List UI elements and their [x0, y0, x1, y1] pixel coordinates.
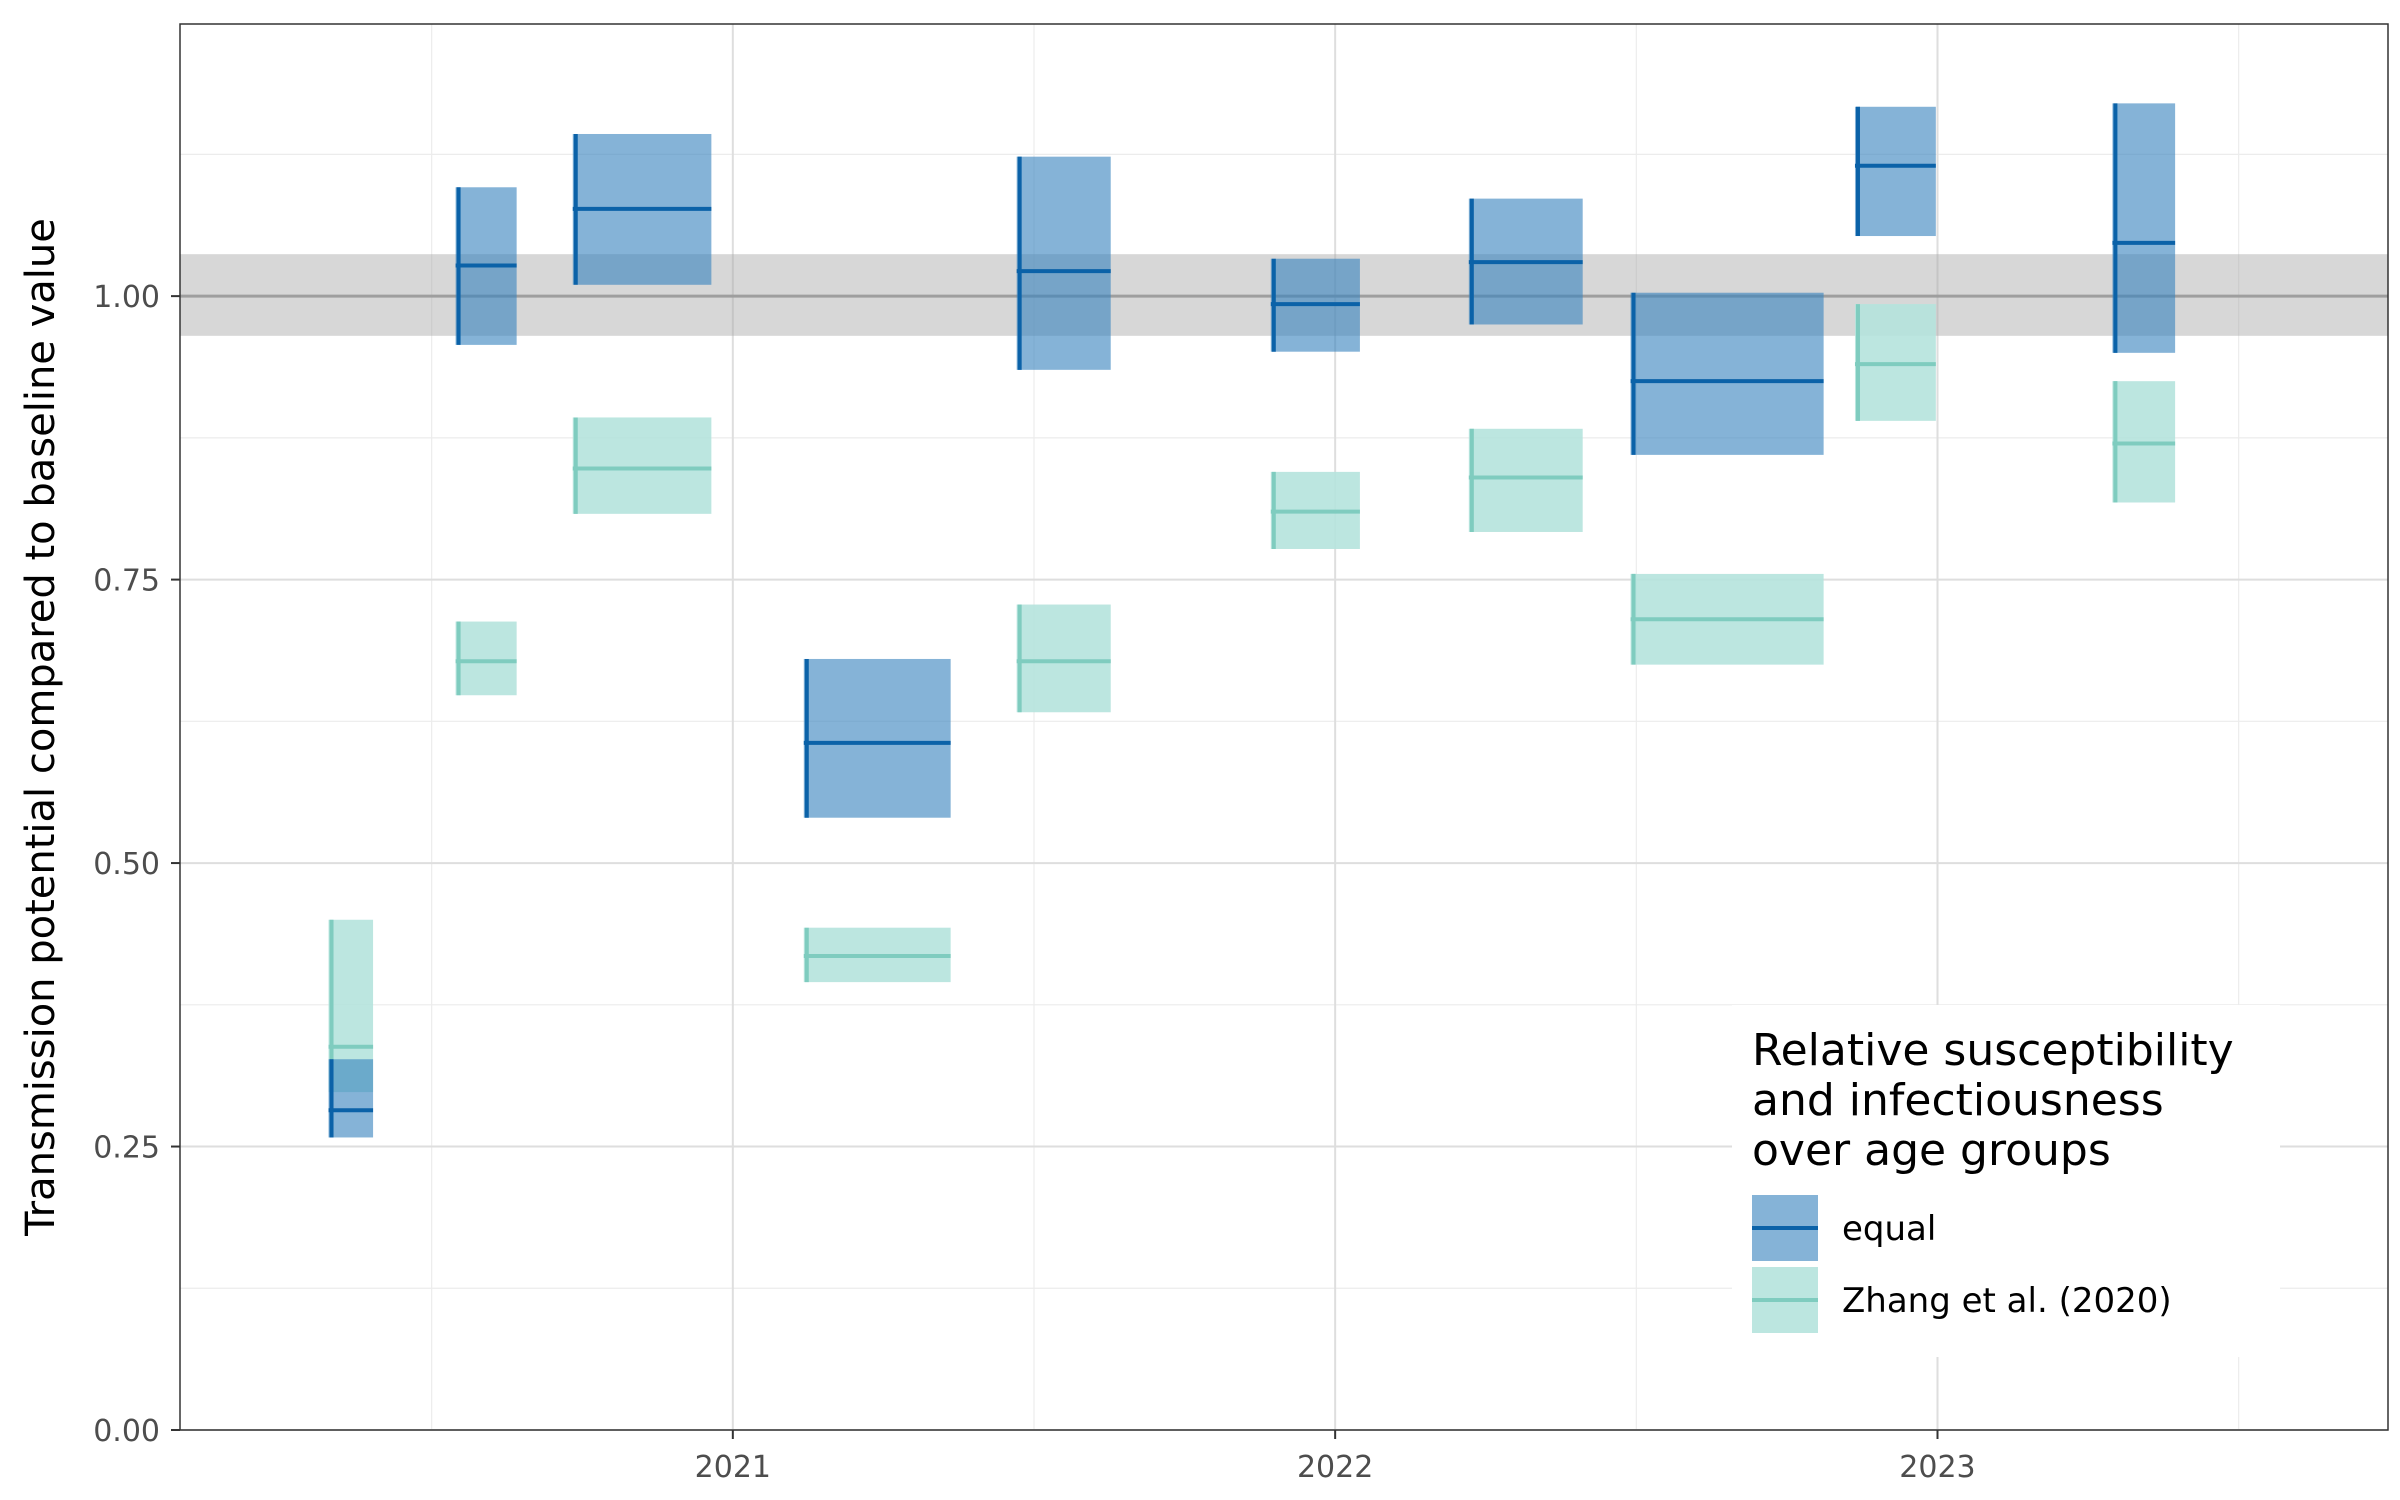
panel-border — [179, 23, 2389, 1431]
y-tick-label: 0.50 — [93, 847, 160, 882]
y-axis-title: Transmission potential compared to basel… — [18, 218, 64, 1237]
x-tick-label: 2022 — [1297, 1450, 1373, 1485]
x-tick-label: 2023 — [1899, 1450, 1975, 1485]
legend-title-line: Relative susceptibility — [1752, 1025, 2234, 1076]
crossbar-box-zhang — [1468, 428, 1583, 532]
crossbar-box-equal — [1016, 156, 1111, 370]
y-axis-ticks: 0.00 0.25 0.50 0.75 1.00 — [93, 280, 180, 1449]
legend-background — [1732, 1005, 2280, 1357]
crossbar-box-equal — [328, 1059, 374, 1138]
crossbar-box-equal — [1630, 292, 1824, 455]
crossbar-box-equal — [1854, 106, 1936, 237]
legend-title-line: over age groups — [1752, 1125, 2111, 1176]
crossbars — [328, 103, 2176, 1138]
x-tick-label: 2021 — [695, 1450, 771, 1485]
y-tick-label: 0.00 — [93, 1414, 160, 1449]
crossbar-box-equal — [2112, 103, 2176, 353]
minor-gridlines — [180, 24, 2388, 1430]
y-tick-label: 1.00 — [93, 280, 160, 315]
crossbar-box-zhang — [572, 417, 712, 514]
crossbar-box-equal — [803, 658, 951, 818]
y-tick-label: 0.25 — [93, 1131, 160, 1166]
legend-label: equal — [1842, 1209, 1936, 1249]
legend-label: Zhang et al. (2020) — [1842, 1281, 2172, 1321]
crossbar-box-zhang — [455, 621, 517, 696]
crossbar-box-zhang — [1016, 604, 1111, 713]
y-tick-label: 0.75 — [93, 564, 160, 599]
x-axis-ticks: 2021 2022 2023 — [695, 1430, 1976, 1485]
legend-title-line: and infectiousness — [1752, 1075, 2164, 1126]
